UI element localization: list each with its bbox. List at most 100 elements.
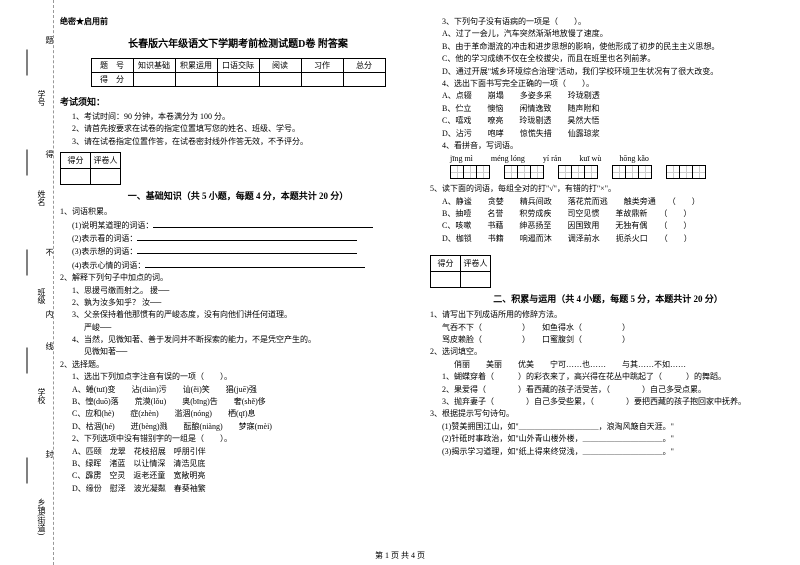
- option: C、霹雳 空灵 返老还童 宽敞明亮: [60, 470, 416, 482]
- main-content: 绝密★启用前 长春版六年级语文下学期考前检测试题D卷 附答案 题 号 知识基础 …: [60, 16, 792, 495]
- cell: 口语交际: [217, 59, 259, 73]
- s2q2-head: 2、选词填空。: [430, 346, 786, 358]
- cell: 阅读: [259, 59, 301, 73]
- cell[interactable]: [175, 73, 217, 87]
- rq5-head: 4、看拼音，写词语。: [430, 140, 786, 152]
- q1-item: (3)表示想的词语：: [60, 245, 416, 258]
- option: A、静谧 贪婪 精兵间政 落花荒而逃 触类旁通 （ ）: [430, 196, 786, 208]
- tianzige[interactable]: [558, 165, 598, 179]
- label: (4)表示心情的词语：: [72, 261, 145, 270]
- seal-char: 得: [44, 150, 55, 158]
- left-column: 绝密★启用前 长春版六年级语文下学期考前检测试题D卷 附答案 题 号 知识基础 …: [60, 16, 416, 495]
- section-scorebox: 得分评卷人: [430, 255, 491, 288]
- side-line: [27, 250, 28, 276]
- tianzige[interactable]: [504, 165, 544, 179]
- q3-head: 2、选择题。: [60, 359, 416, 371]
- s2q1-item: 气吞不下（ ） 如鱼得水（ ）: [430, 322, 786, 334]
- label: (3)表示想的词语：: [72, 247, 137, 256]
- side-label-id: 学号: [36, 90, 47, 106]
- rq6-head: 5、读下面的词语，每组全对的打"√"，有错的打"×"。: [430, 183, 786, 195]
- cell[interactable]: [343, 73, 385, 87]
- option: D、枯涸(hé) 迸(bèng)溅 酝酿(niàng) 梦寐(mèi): [60, 421, 416, 433]
- tianzige[interactable]: [666, 165, 706, 179]
- seal-char: 不: [44, 248, 55, 256]
- s2q4-item: (3)揭示学习道理，如"纸上得来终觉浅，＿＿＿＿＿＿＿＿＿＿。": [430, 446, 786, 458]
- score-table: 题 号 知识基础 积累运用 口语交际 阅读 习作 总分 得 分: [91, 58, 386, 87]
- blank[interactable]: [137, 232, 357, 241]
- s2q2-item: 俏丽 美丽 优美 宁可……也…… 与其……不如……: [430, 359, 786, 371]
- section2-title: 二、积累与运用（共 4 小题，每题 5 分，本题共计 20 分）: [430, 292, 786, 305]
- pinyin-row: jīng mì méng lóng yí rán kuī wù hōng kǎo: [450, 154, 786, 163]
- section1-title: 一、基础知识（共 5 小题，每题 4 分，本题共计 20 分）: [60, 189, 416, 202]
- notice-item: 2、请首先按要求在试卷的指定位置填写您的姓名、班级、学号。: [60, 123, 416, 135]
- tianzige[interactable]: [612, 165, 652, 179]
- rq4-head: 4、选出下面书写完全正确的一项（ ）。: [430, 78, 786, 90]
- cell[interactable]: [301, 73, 343, 87]
- cell[interactable]: [259, 73, 301, 87]
- option: D、沾污 咆哮 惊慌失措 仙露琼浆: [430, 128, 786, 140]
- cell: 得分: [61, 153, 91, 169]
- cell[interactable]: [61, 169, 91, 185]
- seal-char: 封: [44, 450, 55, 458]
- option: A、匹颐 龙翠 花枝招展 呼朋引伴: [60, 446, 416, 458]
- cell[interactable]: [133, 73, 175, 87]
- pinyin: hōng kǎo: [619, 154, 649, 163]
- blank[interactable]: [153, 219, 373, 228]
- pinyin: jīng mì: [450, 154, 473, 163]
- option: D、缘份 慰泽 波光凝粼 春葵袖繁: [60, 483, 416, 495]
- q2-item: 2、孰为汝多知乎？ 汝──: [60, 297, 416, 309]
- cell: 得分: [431, 256, 461, 272]
- option: B、抽噎 名誉 积劳成疾 司空见惯 革故鼎新 （ ）: [430, 208, 786, 220]
- side-line: [27, 348, 28, 374]
- confidential-mark: 绝密★启用前: [60, 16, 416, 27]
- notice-head: 考试须知：: [60, 95, 416, 108]
- cell[interactable]: [431, 272, 461, 288]
- option: C、他的学习成绩不仅在全校拔尖，而且在班里也名列前茅。: [430, 53, 786, 65]
- option: D、通过开展"城乡环境综合治理"活动，我们学校环境卫生状况有了很大改变。: [430, 66, 786, 78]
- cell: 知识基础: [133, 59, 175, 73]
- option: C、嘻戏 嘹亮 玲珑剔透 昊然大悟: [430, 115, 786, 127]
- q3-sub: 1、选出下列加点字注音有误的一项（ ）。: [60, 371, 416, 383]
- s2q4-item: (2)针砥时事政治，如"山外青山楼外楼，＿＿＿＿＿＿＿＿＿＿。": [430, 433, 786, 445]
- option: A、过了一会儿，汽车突然渐渐地放慢了速度。: [430, 28, 786, 40]
- side-line: [27, 50, 28, 76]
- seal-char: 题: [44, 36, 55, 44]
- cell: 得 分: [91, 73, 133, 87]
- side-label-township: 乡镇(街道): [36, 498, 47, 535]
- cell[interactable]: [217, 73, 259, 87]
- blank[interactable]: [145, 259, 365, 268]
- option: C、咳嗽 书藉 绅恶扬至 因国致用 无独有偶 （ ）: [430, 220, 786, 232]
- side-label-school: 学校: [36, 388, 47, 404]
- s2q3-item: 3、抛弃妻子（ ）自己多受些累，（ ）要把西藏的孩子抱回家中抚养。: [430, 396, 786, 408]
- side-line: [27, 458, 28, 484]
- side-line: [27, 150, 28, 176]
- option: B、绿晖 渚蓝 以让情深 清浩见底: [60, 458, 416, 470]
- rq3-head: 3、下列句子没有语病的一项是（ ）。: [430, 16, 786, 28]
- right-column: 3、下列句子没有语病的一项是（ ）。 A、过了一会儿，汽车突然渐渐地放慢了速度。…: [430, 16, 786, 495]
- tianzige-row: [450, 165, 786, 179]
- q1-head: 1、词语积累。: [60, 206, 416, 218]
- cell: 积累运用: [175, 59, 217, 73]
- side-label-class: 班级: [36, 288, 47, 304]
- cell[interactable]: [91, 169, 121, 185]
- cell: 评卷人: [91, 153, 121, 169]
- q2-item: 4、当然，见微知著、善于发问并不断探索的能力，不是凭空产生的。: [60, 334, 416, 346]
- label: (2)表示看的词语：: [72, 234, 137, 243]
- label: (1)说明某道理的词语：: [72, 221, 153, 230]
- q3-sub: 2、下列选项中没有错别字的一组是（ ）。: [60, 433, 416, 445]
- paper-title: 长春版六年级语文下学期考前检测试题D卷 附答案: [60, 35, 416, 50]
- q1-item: (2)表示看的词语：: [60, 232, 416, 245]
- side-label-name: 姓名: [36, 190, 47, 206]
- seal-char: 线: [44, 342, 55, 350]
- option: B、伫立 懊恼 闲情逸致 随声附和: [430, 103, 786, 115]
- s2q2-item: 2、果爱得（ ）看西藏的孩子活受苦，（ ）自己多受点累。: [430, 384, 786, 396]
- blank[interactable]: [137, 245, 357, 254]
- option: B、由于革命潮流的冲击和进步思想的影响，使他形成了初步的民主主义思想。: [430, 41, 786, 53]
- q2-head: 2、解释下列句子中加点的词。: [60, 272, 416, 284]
- tianzige[interactable]: [450, 165, 490, 179]
- table-row: 得 分: [91, 73, 385, 87]
- s2q2-item: 1、蝴蝶穿着（ ）的彩衣来了，高兴得在花丛中跳起了（ ）的舞蹈。: [430, 371, 786, 383]
- cell[interactable]: [461, 272, 491, 288]
- s2q1-head: 1、请写出下列成语所用的修辞方法。: [430, 309, 786, 321]
- q1-item: (1)说明某道理的词语：: [60, 219, 416, 232]
